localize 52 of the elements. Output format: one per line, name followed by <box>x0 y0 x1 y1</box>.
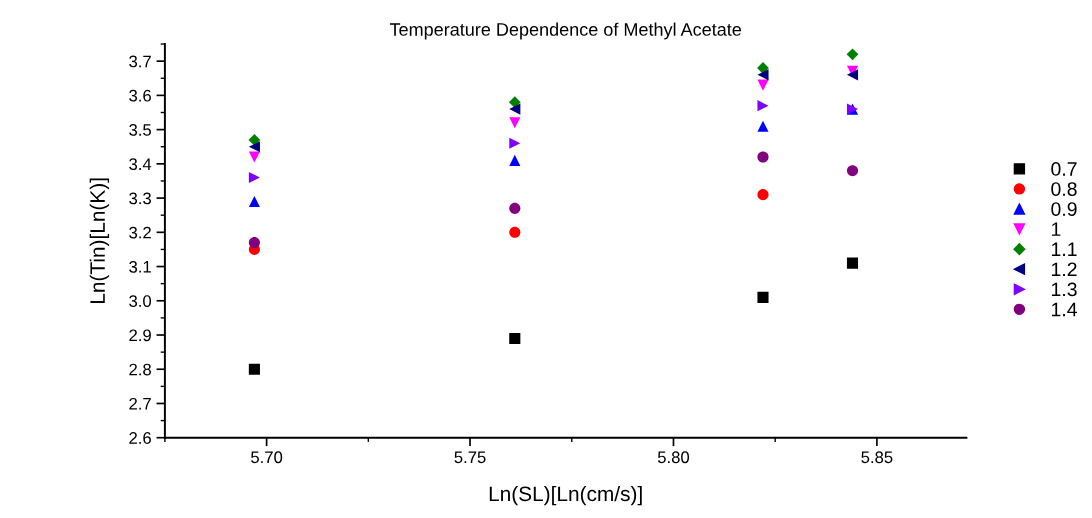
legend-label: 1 <box>1051 222 1061 236</box>
point <box>509 202 521 214</box>
chart-title: Temperature Dependence of Methyl Acetate <box>389 22 742 40</box>
point <box>757 69 769 81</box>
point <box>757 291 769 303</box>
point <box>509 103 521 115</box>
point <box>757 79 769 91</box>
y-tick-label: 3.3 <box>129 192 151 205</box>
point <box>509 154 521 166</box>
point <box>757 120 769 132</box>
point <box>846 48 859 61</box>
point <box>509 137 521 149</box>
legend-label: 0.7 <box>1051 162 1077 176</box>
point <box>846 165 859 177</box>
point <box>248 363 260 375</box>
point <box>757 151 769 163</box>
y-tick-label: 2.8 <box>129 363 151 376</box>
point <box>757 189 769 201</box>
legend-label: 0.9 <box>1051 202 1077 216</box>
point <box>248 151 260 163</box>
x-axis-title: Ln(SL)[Ln(cm/s)] <box>489 485 642 506</box>
legend-label: 0.8 <box>1051 182 1077 196</box>
y-tick-label: 2.9 <box>129 329 151 342</box>
y-tick-label: 3.5 <box>129 124 151 136</box>
y-tick-label: 3.1 <box>129 260 151 273</box>
legend-label: 1.3 <box>1051 282 1077 297</box>
x-tick-label: 5.70 <box>251 451 283 464</box>
legend-label: 1.4 <box>1051 302 1077 317</box>
point <box>248 237 260 249</box>
point <box>509 117 521 129</box>
y-tick-label: 3.7 <box>129 55 151 68</box>
point <box>509 332 521 344</box>
point <box>846 69 859 81</box>
y-tick-label: 3.2 <box>129 226 151 239</box>
legend-label: 1.2 <box>1051 262 1077 276</box>
legend-label: 1.1 <box>1051 242 1077 256</box>
y-tick-label: 3.0 <box>129 295 152 307</box>
point <box>248 141 260 153</box>
y-tick-label: 2.6 <box>129 432 151 444</box>
point <box>509 226 521 238</box>
x-tick-label: 5.80 <box>657 451 690 464</box>
point <box>846 257 859 269</box>
y-tick-label: 3.4 <box>129 158 152 171</box>
y-axis-title: Ln(Tin)[Ln(K)] <box>89 178 110 304</box>
y-tick-label: 3.6 <box>129 89 151 102</box>
point <box>248 171 260 184</box>
x-tick-label: 5.75 <box>454 451 486 464</box>
y-tick-label: 2.7 <box>129 397 151 410</box>
x-tick-label: 5.85 <box>861 451 893 464</box>
point <box>248 195 260 208</box>
point <box>248 133 261 146</box>
point <box>757 100 769 112</box>
